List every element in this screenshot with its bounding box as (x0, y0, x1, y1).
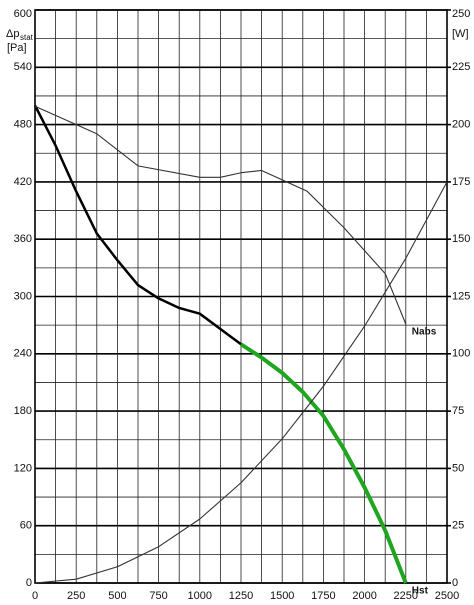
y2-tick-label: 0 (452, 577, 458, 589)
series-line (33, 104, 242, 346)
series-line (34, 105, 407, 325)
y-tick-label: 420 (14, 176, 32, 188)
series-label: Hst (412, 586, 429, 597)
x-tick-label: 1250 (229, 590, 253, 602)
y2-tick-label: 175 (452, 176, 470, 188)
y2-tick-label: 75 (452, 405, 464, 417)
y-tick-label: 60 (20, 520, 32, 532)
x-tick-label: 250 (67, 590, 85, 602)
y-tick-label: 300 (14, 290, 32, 302)
y-tick-label: 0 (26, 577, 32, 589)
y-tick-label: 540 (14, 61, 32, 73)
y-tick-label: 240 (14, 348, 32, 360)
y2-tick-label: 25 (452, 520, 464, 532)
x-tick-label: 1000 (188, 590, 212, 602)
y2-axis-unit: [W] (452, 28, 469, 40)
y2-tick-label: 50 (452, 462, 464, 474)
y2-tick-label: 225 (452, 61, 470, 73)
x-tick-label: 500 (108, 590, 126, 602)
y2-tick-label: 100 (452, 348, 470, 360)
y2-tick-label: 200 (452, 119, 470, 131)
series-label: Nabs (412, 327, 437, 338)
y-tick-label: 180 (14, 405, 32, 417)
x-tick-label: 2250 (394, 590, 418, 602)
x-tick-label: 2000 (352, 590, 376, 602)
plot-frame (34, 9, 448, 584)
x-tick-label: 0 (32, 590, 38, 602)
y2-tick-label: 150 (452, 233, 470, 245)
series-line (34, 181, 448, 584)
y2-tick-label: 125 (452, 290, 470, 302)
x-tick-label: 750 (149, 590, 167, 602)
y-axis-label-sub: stat (20, 33, 34, 42)
y-tick-label: 600 (14, 8, 32, 20)
x-tick-label: 1500 (270, 590, 294, 602)
y2-tick-label: 250 (452, 8, 470, 20)
x-tick-label: 1750 (311, 590, 335, 602)
y-tick-label: 360 (14, 233, 32, 245)
y-axis-unit: [Pa] (7, 42, 27, 54)
y-tick-label: 480 (14, 119, 32, 131)
y-axis-label: Δp (6, 28, 19, 40)
y-tick-label: 120 (14, 462, 32, 474)
series-line (239, 342, 408, 584)
x-tick-label: 2500 (435, 590, 459, 602)
